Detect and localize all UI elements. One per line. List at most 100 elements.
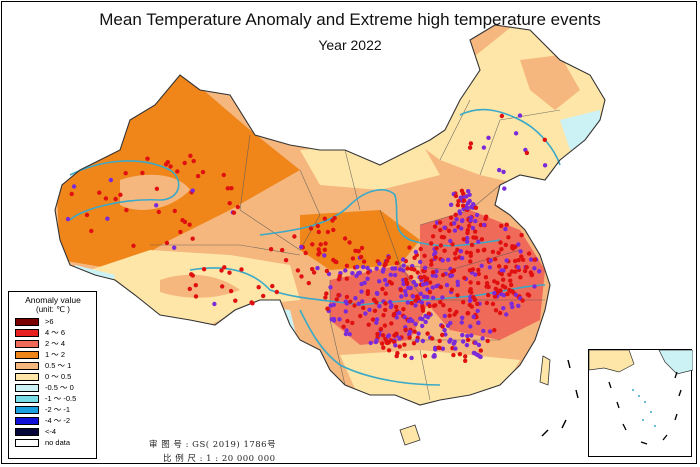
event-dot	[487, 329, 493, 334]
event-dot	[532, 266, 537, 271]
legend-swatch	[15, 317, 39, 326]
event-dot	[418, 259, 423, 265]
event-dot	[381, 313, 386, 318]
event-dot	[374, 320, 379, 325]
event-dot	[448, 215, 454, 220]
event-dot	[471, 235, 476, 240]
event-dot	[432, 224, 438, 229]
event-dot	[468, 218, 473, 223]
event-dot	[383, 307, 388, 313]
event-dot	[365, 289, 371, 294]
event-dot	[460, 203, 466, 208]
event-dot	[384, 282, 389, 287]
inset-land-east	[658, 350, 693, 375]
event-dot	[429, 258, 434, 263]
event-dot	[414, 282, 419, 288]
event-dot	[490, 249, 496, 254]
event-dot	[471, 314, 476, 319]
legend-item: 0.5 ～ 1	[15, 361, 71, 370]
event-dot	[459, 255, 465, 261]
event-dot	[303, 250, 308, 256]
event-dot	[370, 317, 376, 322]
event-dot	[448, 202, 454, 207]
event-dot	[105, 216, 110, 221]
inset-map	[589, 350, 693, 445]
event-dot	[394, 304, 399, 310]
event-dot	[402, 315, 407, 320]
event-dot	[453, 212, 458, 217]
event-dot	[528, 257, 534, 262]
event-dot	[442, 313, 447, 319]
event-dot	[344, 263, 350, 268]
event-dot	[352, 303, 357, 308]
event-dot	[526, 251, 532, 256]
event-dot	[377, 304, 382, 309]
inset-islands	[632, 389, 656, 427]
event-dot	[510, 304, 515, 310]
event-dot	[493, 308, 499, 313]
event-dot	[469, 242, 475, 248]
event-dot	[388, 272, 393, 277]
event-dot	[480, 336, 485, 341]
event-dot	[451, 352, 456, 358]
event-dot	[156, 209, 161, 215]
event-dot	[504, 258, 509, 263]
event-dot	[479, 237, 485, 242]
event-dot	[510, 244, 515, 249]
event-dot	[431, 303, 437, 308]
event-dot	[526, 293, 532, 298]
legend-item: -2 ～ -1	[15, 405, 70, 414]
event-dot	[353, 296, 358, 301]
event-dot	[190, 236, 195, 241]
event-dot	[336, 292, 341, 298]
event-dot	[418, 316, 423, 321]
event-dot	[394, 315, 399, 320]
event-dot	[268, 247, 274, 252]
event-dot	[501, 268, 506, 273]
event-dot	[499, 272, 504, 277]
event-dot	[164, 240, 170, 246]
event-dot	[310, 266, 315, 272]
event-dot	[446, 257, 451, 262]
event-dot	[430, 273, 435, 278]
event-dot	[529, 272, 535, 277]
event-dot	[438, 243, 444, 248]
event-dot	[454, 309, 459, 315]
event-dot	[182, 219, 188, 225]
event-dot	[517, 113, 523, 118]
event-dot	[455, 202, 461, 208]
event-dot	[418, 291, 423, 296]
event-dot	[423, 319, 428, 325]
event-dot	[438, 299, 443, 305]
event-dot	[356, 301, 361, 306]
event-dot	[473, 205, 479, 210]
event-dot	[471, 295, 476, 300]
event-dot	[479, 263, 484, 268]
event-dot	[497, 167, 502, 173]
event-dot	[473, 229, 478, 234]
event-dot	[463, 358, 468, 363]
legend-label: >6	[45, 317, 54, 326]
event-dot	[190, 188, 195, 193]
event-dot	[459, 320, 464, 325]
event-dot	[412, 329, 417, 334]
event-dot	[449, 273, 455, 278]
event-dot	[458, 249, 463, 254]
event-dot	[516, 257, 521, 263]
event-dot	[397, 267, 403, 272]
event-dot	[434, 269, 439, 274]
event-dot	[429, 262, 434, 267]
event-dot	[473, 272, 478, 277]
event-dot	[475, 308, 480, 314]
event-dot	[420, 323, 425, 329]
event-dot	[430, 234, 436, 239]
event-dot	[499, 113, 505, 119]
legend-swatch	[15, 383, 39, 392]
event-dot	[400, 257, 406, 262]
event-dot	[457, 352, 463, 357]
event-dot	[385, 340, 390, 346]
event-dot	[389, 281, 394, 286]
event-dot	[464, 205, 469, 210]
event-dot	[389, 303, 394, 308]
